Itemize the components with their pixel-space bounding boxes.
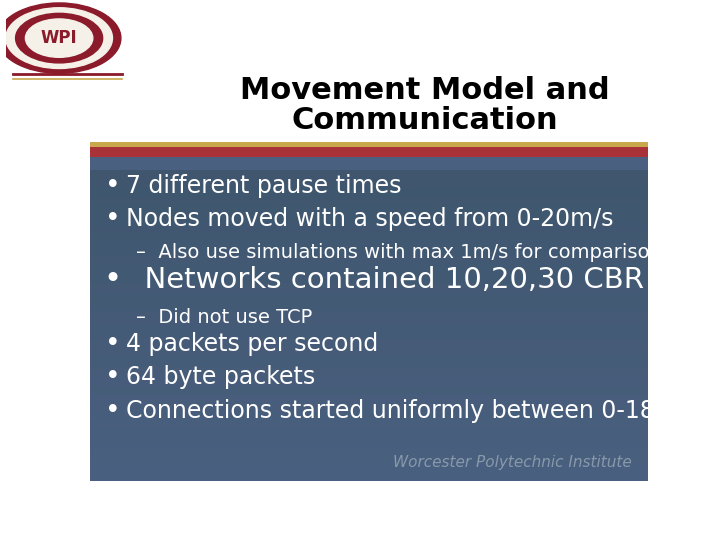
Text: •: • (104, 364, 120, 390)
Text: Networks contained 10,20,30 CBR sources: Networks contained 10,20,30 CBR sources (126, 266, 720, 294)
Bar (90, 141, 648, 147)
Bar (90, 157, 648, 170)
Circle shape (25, 19, 93, 57)
Text: •: • (104, 173, 120, 199)
Text: –  Did not use TCP: – Did not use TCP (136, 308, 312, 327)
Text: Nodes moved with a speed from 0-20m/s: Nodes moved with a speed from 0-20m/s (126, 207, 613, 232)
Circle shape (0, 3, 121, 73)
Text: Communication: Communication (292, 106, 558, 135)
Text: Movement Model and: Movement Model and (240, 76, 610, 105)
Text: 7 different pause times: 7 different pause times (126, 174, 402, 198)
Text: 4 packets per second: 4 packets per second (126, 332, 379, 356)
Text: •: • (104, 331, 120, 357)
Text: –  Also use simulations with max 1m/s for comparison: – Also use simulations with max 1m/s for… (136, 243, 662, 262)
Text: WPI: WPI (41, 29, 78, 47)
Text: Worcester Polytechnic Institute: Worcester Polytechnic Institute (392, 455, 631, 470)
Text: •: • (104, 398, 120, 424)
Circle shape (6, 8, 112, 69)
Text: •: • (103, 265, 122, 294)
Text: •: • (104, 206, 120, 233)
Bar (90, 65, 648, 141)
Text: Connections started uniformly between 0-180s: Connections started uniformly between 0-… (126, 399, 683, 423)
Circle shape (16, 14, 103, 63)
Bar (90, 147, 648, 157)
Text: 64 byte packets: 64 byte packets (126, 366, 315, 389)
